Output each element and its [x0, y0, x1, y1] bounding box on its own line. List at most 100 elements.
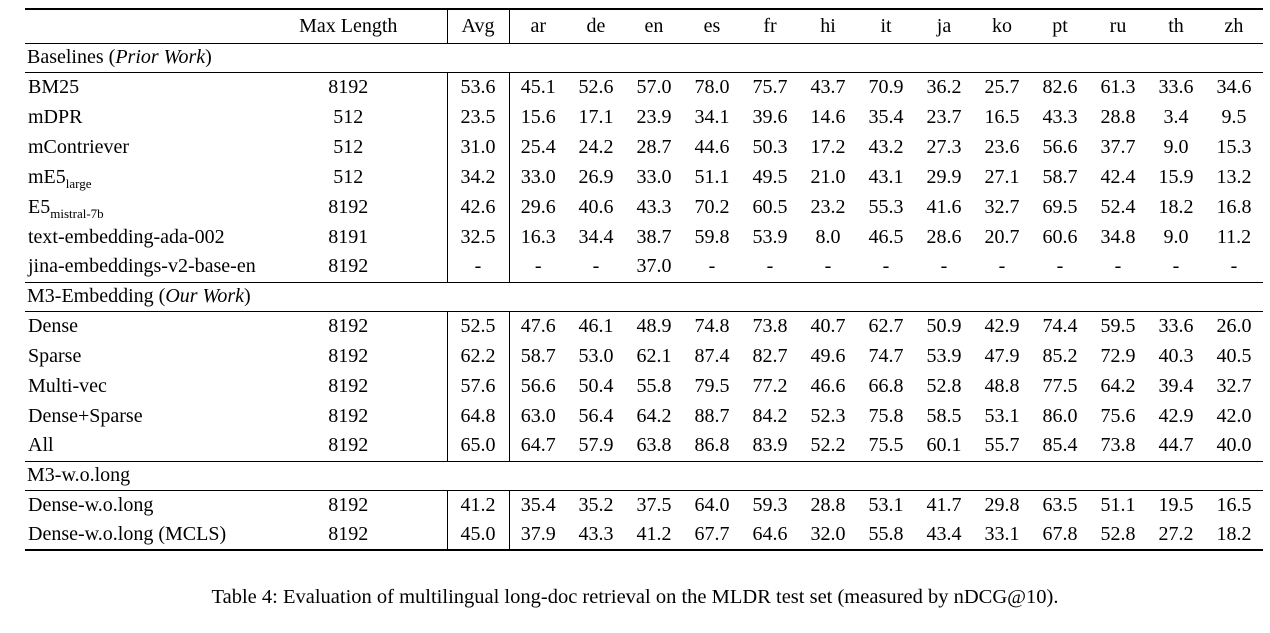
score-cell-pt: 69.5 [1042, 195, 1078, 218]
score-cell-ar: 25.4 [520, 135, 556, 158]
table-row: E5mistral-7b 8192 42.6 29.6 40.6 43.3 70.2 60.5… [25, 192, 1263, 222]
score-cell-fr: - [766, 255, 774, 278]
score-cell-ar: 15.6 [520, 105, 556, 128]
score-cell-ar: 16.3 [520, 225, 556, 248]
score-cell-ru: 61.3 [1100, 75, 1136, 98]
score-cell-it: 43.1 [868, 165, 904, 188]
score-cell-pt: 58.7 [1042, 165, 1078, 188]
table-row: Dense+Sparse 8192 64.8 63.0 56.4 64.2 88.7 84.2… [25, 401, 1263, 431]
col-header-lang-th: th [1147, 9, 1205, 44]
score-cell-fr: 77.2 [752, 374, 788, 397]
table-row: mContriever 512 31.0 25.4 24.2 28.7 44.6 50.3 17… [25, 132, 1263, 162]
score-cell-de: 26.9 [578, 165, 614, 188]
score-cell-pt: 43.3 [1042, 105, 1078, 128]
score-cell-zh: 15.3 [1216, 135, 1252, 158]
score-cell-hi: 14.6 [810, 105, 846, 128]
max-length-cell: 8192 [328, 374, 369, 397]
score-cell-ko: 55.7 [984, 434, 1020, 457]
score-cell-ko: 33.1 [984, 523, 1020, 545]
score-cell-ja: 23.7 [926, 105, 962, 128]
score-cell-pt: 85.2 [1042, 344, 1078, 367]
score-cell-en: 64.2 [636, 404, 672, 427]
section-title: M3-Embedding (Our Work) [25, 281, 1263, 312]
results-table-body: Baselines (Prior Work) BM25 8192 53.6 45.1 52… [25, 42, 1263, 550]
score-cell-ar: 35.4 [520, 493, 556, 516]
avg-score-cell: 45.0 [446, 520, 510, 550]
max-length-cell: 8192 [328, 195, 369, 218]
avg-score-cell: 65.0 [446, 431, 510, 461]
score-cell-ru: - [1114, 255, 1122, 278]
score-cell-pt: 56.6 [1042, 135, 1078, 158]
model-name-cell: All [28, 434, 54, 457]
max-length-cell: 8192 [328, 314, 369, 337]
score-cell-zh: 40.0 [1216, 434, 1252, 457]
score-cell-it: 74.7 [868, 344, 904, 367]
score-cell-ja: 29.9 [926, 165, 962, 188]
score-cell-ko: - [998, 255, 1006, 278]
score-cell-es: 88.7 [694, 404, 730, 427]
score-cell-es: 44.6 [694, 135, 730, 158]
score-cell-ja: 52.8 [926, 374, 962, 397]
table-row: text-embedding-ada-002 8191 32.5 16.3 34.4 38… [25, 222, 1263, 252]
model-name-cell: Dense [28, 314, 78, 337]
score-cell-ja: 28.6 [926, 225, 962, 248]
score-cell-zh: 26.0 [1216, 314, 1252, 337]
avg-score-cell: 64.8 [446, 401, 510, 431]
score-cell-ru: 72.9 [1100, 344, 1136, 367]
score-cell-pt: 67.8 [1042, 523, 1078, 545]
avg-score-cell: 62.2 [446, 341, 510, 371]
score-cell-ru: 37.7 [1100, 135, 1136, 158]
table-row: Dense-w.o.long 8192 41.2 35.4 35.2 37.5 64.0 59… [25, 490, 1263, 520]
score-cell-th: 40.3 [1158, 344, 1194, 367]
col-header-model [25, 9, 250, 44]
score-cell-ar: 63.0 [520, 404, 556, 427]
section-title: Baselines (Prior Work) [25, 42, 1263, 73]
score-cell-pt: 82.6 [1042, 75, 1078, 98]
section-header-row: Baselines (Prior Work) [25, 42, 1263, 73]
score-cell-pt: 74.4 [1042, 314, 1078, 337]
max-length-cell: 512 [333, 105, 364, 128]
section-header-row: M3-w.o.long [25, 460, 1263, 491]
results-table: Max Length Avg ar de en es fr hi it ja k… [25, 8, 1263, 551]
score-cell-th: 15.9 [1158, 165, 1194, 188]
table-row: mE5large 512 34.2 33.0 26.9 33.0 51.1 49.5 21.0 4… [25, 162, 1263, 192]
avg-score-cell: 23.5 [446, 102, 510, 132]
score-cell-zh: 18.2 [1216, 523, 1252, 545]
score-cell-ar: 64.7 [520, 434, 556, 457]
score-cell-en: 28.7 [636, 135, 672, 158]
model-name-cell: Dense+Sparse [28, 404, 143, 427]
score-cell-pt: 77.5 [1042, 374, 1078, 397]
score-cell-th: 3.4 [1163, 105, 1189, 128]
score-cell-en: 62.1 [636, 344, 672, 367]
score-cell-th: 33.6 [1158, 314, 1194, 337]
score-cell-ru: 34.8 [1100, 225, 1136, 248]
score-cell-th: 18.2 [1158, 195, 1194, 218]
score-cell-ko: 25.7 [984, 75, 1020, 98]
avg-score-cell: 32.5 [446, 222, 510, 252]
score-cell-hi: 17.2 [810, 135, 846, 158]
table-row: jina-embeddings-v2-base-en 8192 - - - 37.0 - - -… [25, 252, 1263, 282]
col-header-max-length: Max Length [250, 9, 447, 44]
score-cell-ko: 42.9 [984, 314, 1020, 337]
max-length-cell: 8192 [328, 404, 369, 427]
section-title-italic: Our Work [165, 285, 245, 307]
score-cell-hi: 46.6 [810, 374, 846, 397]
score-cell-ja: 41.6 [926, 195, 962, 218]
score-cell-it: 75.5 [868, 434, 904, 457]
score-cell-es: 64.0 [694, 493, 730, 516]
table-row: Sparse 8192 62.2 58.7 53.0 62.1 87.4 82.7 49.6 74… [25, 341, 1263, 371]
model-name-cell: BM25 [28, 75, 80, 98]
max-length-cell: 8192 [328, 493, 369, 516]
max-length-cell: 8192 [328, 344, 369, 367]
max-length-cell: 8192 [328, 255, 369, 278]
avg-score-cell: 52.5 [446, 311, 510, 341]
score-cell-es: 70.2 [694, 195, 730, 218]
score-cell-en: 55.8 [636, 374, 672, 397]
score-cell-zh: 34.6 [1216, 75, 1252, 98]
score-cell-it: 53.1 [868, 493, 904, 516]
score-cell-th: - [1172, 255, 1180, 278]
score-cell-th: 9.0 [1163, 135, 1189, 158]
score-cell-th: 33.6 [1158, 75, 1194, 98]
score-cell-ja: - [940, 255, 948, 278]
table-row: Dense-w.o.long (MCLS) 8192 45.0 37.9 43.3 41.… [25, 520, 1263, 550]
